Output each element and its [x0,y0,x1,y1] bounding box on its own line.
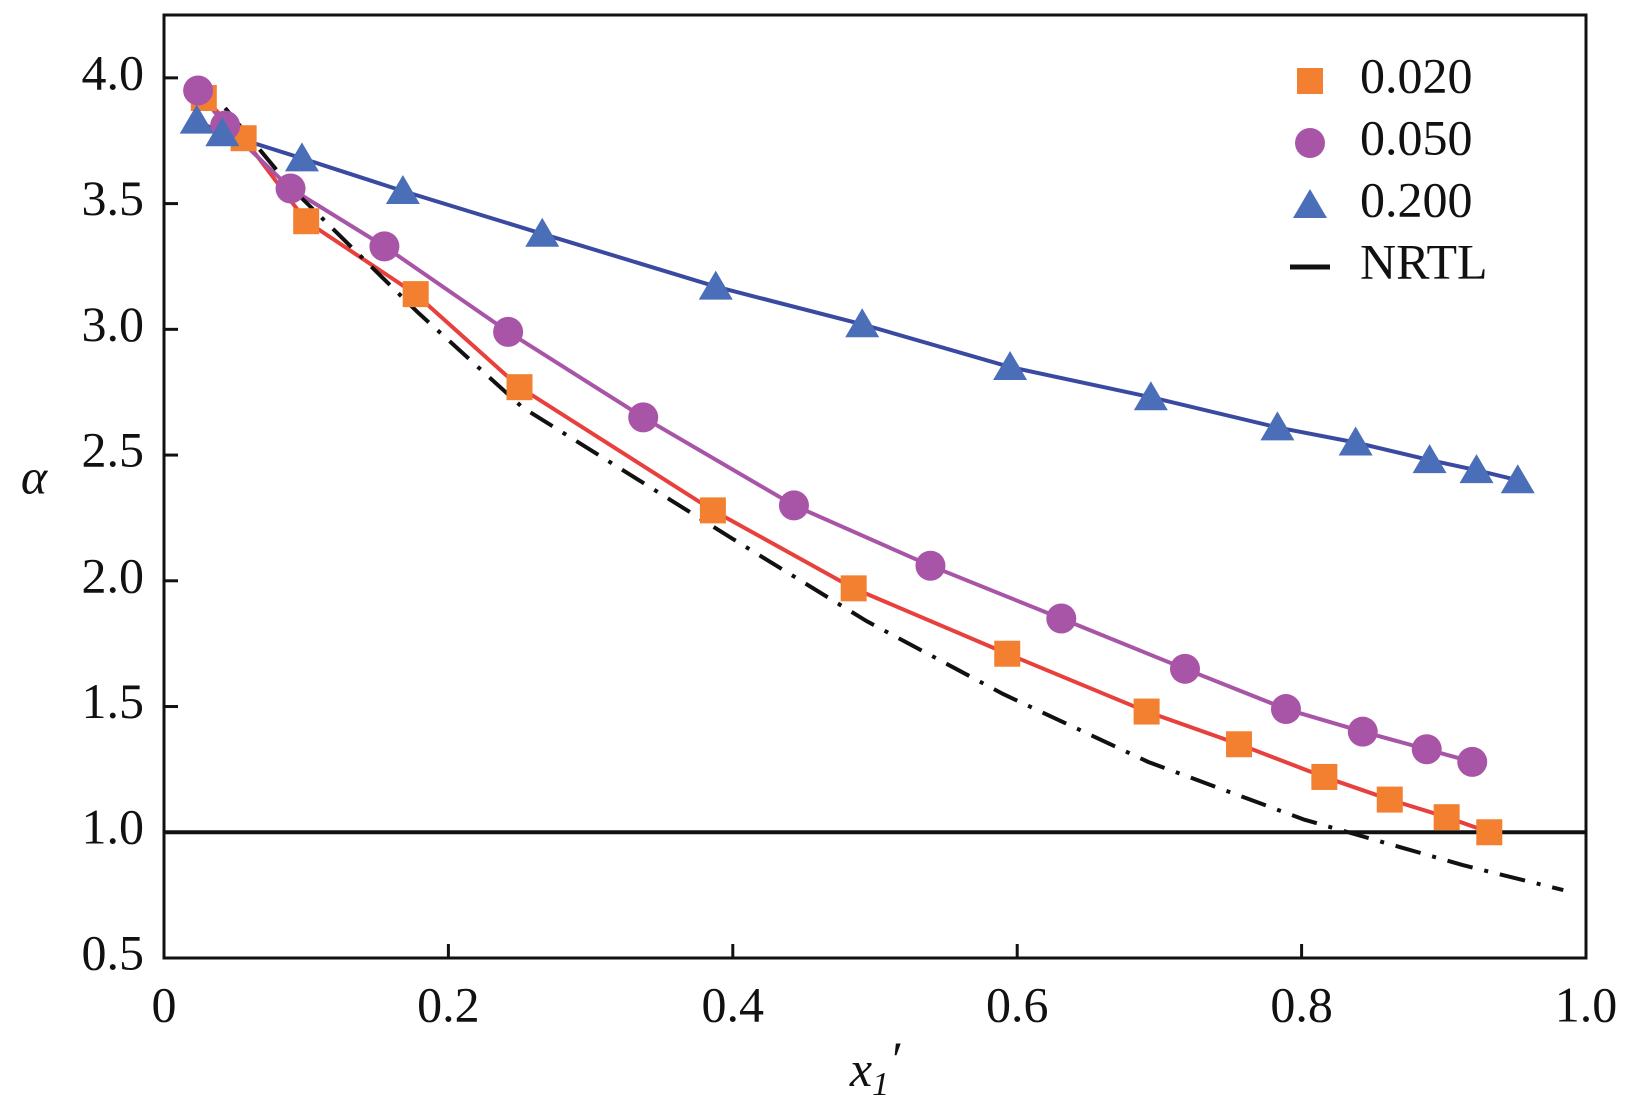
legend-marker [1297,68,1323,94]
marker [369,231,400,262]
x-tick-label: 0.4 [702,976,765,1032]
marker [1133,698,1160,725]
marker [1338,426,1373,456]
marker [385,175,420,205]
y-tick-label: 0.5 [82,924,145,980]
y-tick-label: 3.5 [82,170,145,226]
y-axis-label: α [21,448,49,504]
legend-marker [1293,189,1327,218]
marker [840,575,867,602]
series-line [202,96,1490,835]
legend-label: 0.050 [1360,109,1473,165]
legend-label: 0.020 [1360,47,1473,103]
marker [205,117,240,147]
marker [1311,763,1338,790]
y-tick-label: 2.5 [82,422,145,478]
marker [402,281,429,308]
y-tick-label: 2.0 [82,547,145,603]
marker [1500,464,1535,494]
marker [1411,734,1442,765]
marker [698,270,733,300]
x-axis-label: x1′ [849,1031,901,1102]
x-tick-label: 0.2 [417,976,480,1032]
marker [284,142,319,172]
marker [1457,746,1488,777]
marker [183,75,214,106]
marker [1433,804,1460,831]
x-tick-label: 0.6 [986,976,1049,1032]
marker [293,208,320,235]
marker [1376,786,1403,813]
y-tick-label: 1.5 [82,673,145,729]
marker [1412,444,1447,474]
marker [778,490,809,521]
marker [493,316,524,347]
legend-label: 0.200 [1360,171,1473,227]
x-label-prime: ′ [889,1031,901,1087]
series-line [195,118,1519,483]
marker [525,217,560,247]
marker [915,550,946,581]
marker [1133,381,1168,411]
y-tick-label: 4.0 [82,44,145,100]
marker [1169,653,1200,684]
marker [1046,603,1077,634]
marker [1226,731,1253,758]
marker [845,308,880,338]
legend-label: NRTL [1360,233,1488,289]
marker [994,640,1021,667]
marker [699,497,726,524]
x-label-sub: 1 [872,1066,889,1103]
marker [506,374,533,401]
marker [1459,454,1494,484]
x-label-main: x [849,1041,872,1097]
x-tick-label: 0 [152,976,177,1032]
marker [1476,819,1503,846]
legend-marker [1295,128,1325,158]
marker [179,104,214,134]
marker [1270,694,1301,725]
marker [1347,716,1378,747]
y-tick-label: 3.0 [82,296,145,352]
x-tick-label: 0.8 [1270,976,1333,1032]
marker [275,173,306,204]
marker [1260,411,1295,441]
series-line [223,106,1564,893]
marker [993,351,1028,381]
plot-frame [162,13,1588,960]
y-tick-label: 1.0 [82,799,145,855]
x-tick-label: 1.0 [1555,976,1618,1032]
marker [628,402,659,433]
